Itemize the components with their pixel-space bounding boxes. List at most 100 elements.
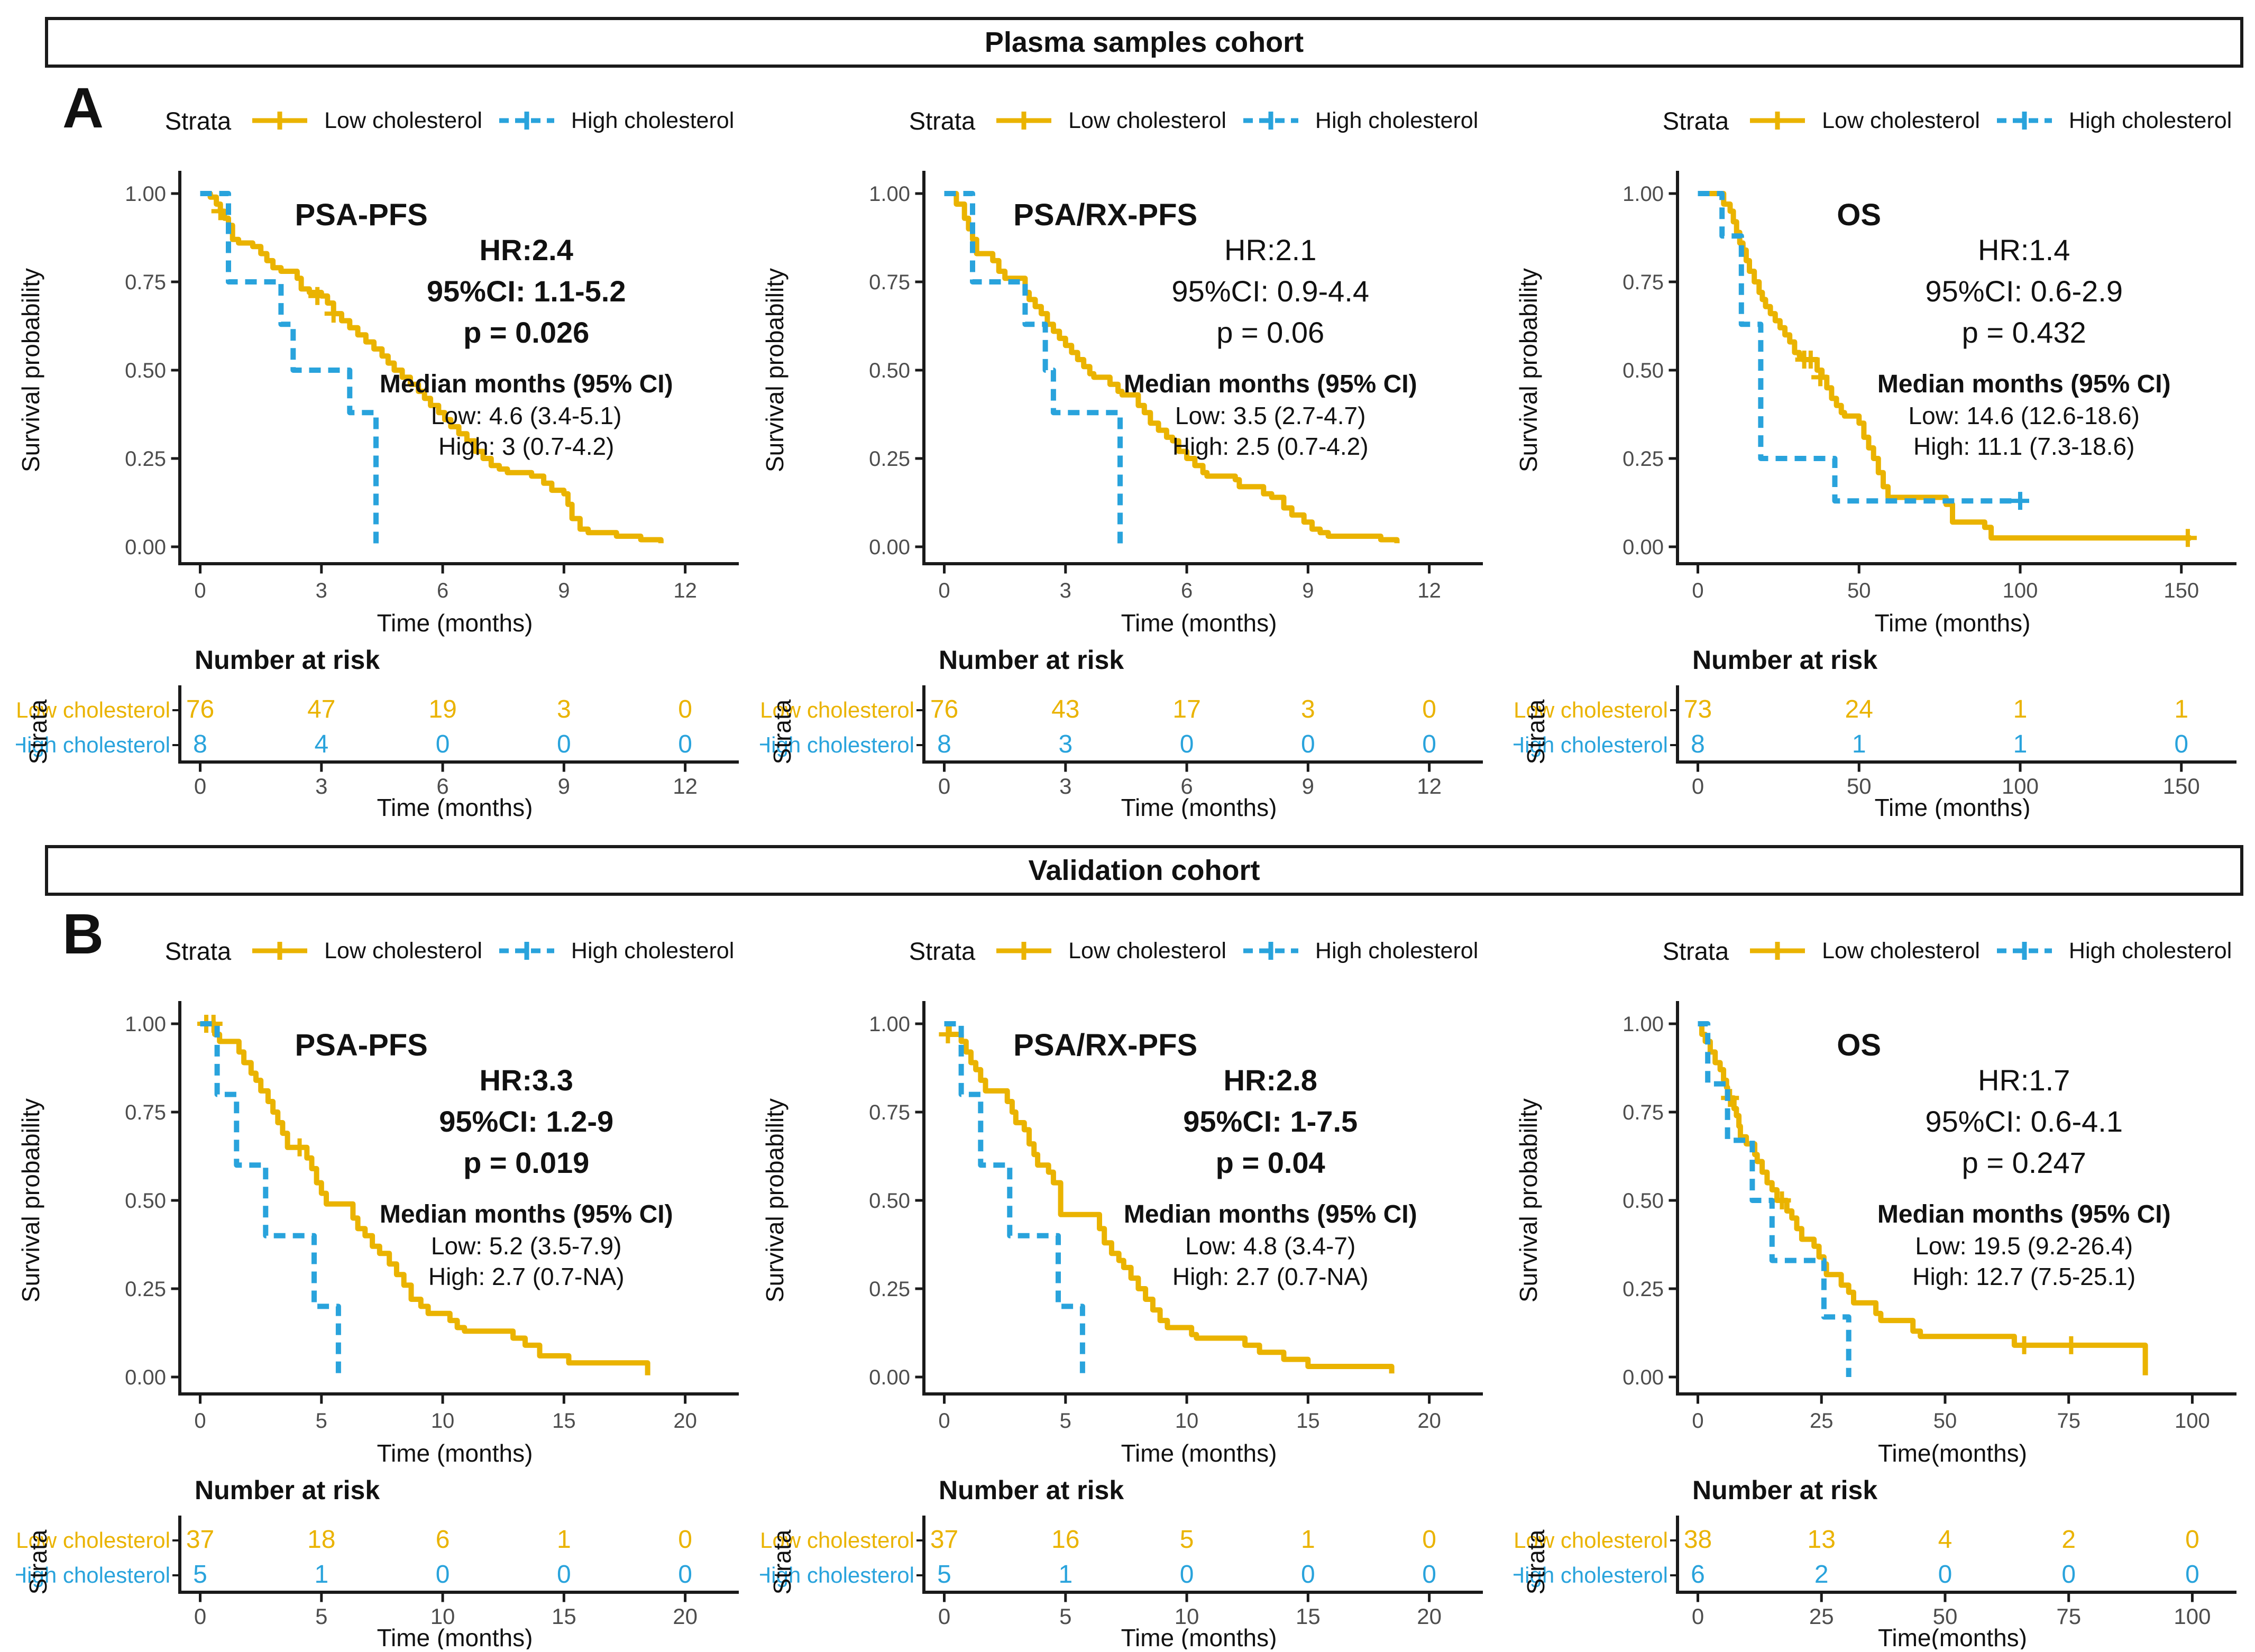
risk-x-tick-label: 10 bbox=[430, 1604, 455, 1629]
censor-mark bbox=[2011, 492, 2029, 510]
plot-title: PSA/RX-PFS bbox=[1013, 1028, 1197, 1062]
y-tick-label: 0.75 bbox=[1622, 271, 1664, 294]
risk-x-tick-label: 0 bbox=[938, 1604, 950, 1629]
risk-x-axis-title: Time(months) bbox=[1878, 1624, 2027, 1649]
risk-x-tick-label: 3 bbox=[315, 774, 327, 799]
km-curve-low-cholesterol bbox=[200, 1021, 650, 1375]
risk-x-tick-label: 12 bbox=[1417, 774, 1442, 799]
legend-strata-label: Strata bbox=[909, 937, 976, 965]
risk-table-svg: Number at risk Low cholesterol 76 43 17 3 0 Hig… bbox=[755, 645, 1483, 821]
risk-count: 3 bbox=[557, 695, 571, 723]
risk-count: 1 bbox=[1301, 1526, 1315, 1554]
risk-table-title: Number at risk bbox=[1692, 1475, 1877, 1505]
risk-strata-axis-label: Strata bbox=[768, 1529, 796, 1594]
median-header: Median months (95% CI) bbox=[1877, 1200, 2171, 1228]
stat-line: 95%CI: 0.6-4.1 bbox=[1925, 1105, 2123, 1138]
risk-count: 0 bbox=[1422, 695, 1436, 723]
stat-line: HR:2.4 bbox=[480, 233, 573, 267]
y-tick-label: 0.75 bbox=[869, 1101, 910, 1124]
risk-x-tick-label: 12 bbox=[673, 774, 698, 799]
plot-column-b3: Strata Low cholesterol High cholesterol 1.… bbox=[1509, 926, 2249, 1651]
km-curve-high-cholesterol bbox=[1698, 1021, 1851, 1377]
median-line: High: 12.7 (7.5-25.1) bbox=[1912, 1263, 2135, 1290]
risk-x-tick-label: 15 bbox=[552, 1604, 576, 1629]
y-tick-label: 0.50 bbox=[125, 1189, 166, 1213]
x-tick-label: 150 bbox=[2164, 579, 2199, 602]
risk-count: 1 bbox=[1058, 1561, 1072, 1589]
stat-line: HR:2.1 bbox=[1224, 233, 1316, 267]
risk-count: 37 bbox=[186, 1526, 214, 1554]
y-axis-title: Survival probability bbox=[1515, 268, 1542, 472]
risk-row-label: High cholesterol bbox=[1514, 732, 1668, 757]
median-line: Low: 3.5 (2.7-4.7) bbox=[1175, 402, 1366, 429]
risk-count: 8 bbox=[937, 730, 951, 758]
risk-table-psarx-pfs-a: Number at risk Low cholesterol 76 43 17 3 0 Hig… bbox=[755, 645, 1495, 821]
legend-key-high-cholesterol bbox=[1996, 942, 2052, 960]
risk-row-label: Low cholesterol bbox=[1514, 697, 1668, 722]
legend-key-low-cholesterol bbox=[996, 942, 1052, 960]
stat-line: p = 0.432 bbox=[1962, 316, 2086, 349]
km-plot-svg: 1.00 0.75 0.50 0.25 0.00 0 3 6 9 12 Time (months) S… bbox=[761, 171, 1483, 637]
legend-low-cholesterol-label: Low cholesterol bbox=[1822, 938, 1980, 963]
risk-count: 1 bbox=[1852, 730, 1866, 758]
risk-count: 0 bbox=[557, 1561, 571, 1589]
risk-x-tick-label: 0 bbox=[194, 1604, 206, 1629]
risk-count: 0 bbox=[678, 695, 692, 723]
x-tick-label: 9 bbox=[558, 579, 570, 602]
strata-legend: Strata Low cholesterol High cholesterol bbox=[16, 96, 751, 145]
x-tick-label: 0 bbox=[1692, 1409, 1703, 1433]
risk-count: 3 bbox=[1301, 695, 1315, 723]
risk-table-title: Number at risk bbox=[195, 645, 380, 675]
y-axis-title: Survival probability bbox=[1515, 1098, 1542, 1302]
risk-x-tick-label: 5 bbox=[315, 1604, 327, 1629]
stat-line: p = 0.247 bbox=[1962, 1146, 2086, 1179]
x-tick-label: 9 bbox=[1302, 579, 1314, 602]
risk-row-label: High cholesterol bbox=[16, 1563, 170, 1587]
x-tick-label: 0 bbox=[1692, 579, 1703, 602]
risk-count: 5 bbox=[1180, 1526, 1194, 1554]
panel-a-label: A bbox=[62, 76, 104, 140]
x-tick-label: 20 bbox=[673, 1409, 697, 1433]
legend-key-high-cholesterol bbox=[499, 942, 554, 960]
risk-count: 76 bbox=[186, 695, 214, 723]
risk-count: 19 bbox=[428, 695, 456, 723]
y-tick-label: 0.25 bbox=[125, 1278, 166, 1301]
median-line: Low: 14.6 (12.6-18.6) bbox=[1909, 402, 2140, 429]
median-header: Median months (95% CI) bbox=[380, 370, 673, 398]
x-axis-title: Time(months) bbox=[1878, 1439, 2027, 1467]
risk-table-os-a: Number at risk Low cholesterol 73 24 1 1 High … bbox=[1509, 645, 2249, 821]
x-tick-label: 50 bbox=[1933, 1409, 1957, 1433]
median-line: Low: 19.5 (9.2-26.4) bbox=[1915, 1232, 2133, 1260]
plot-column-a3: Strata Low cholesterol High cholesterol 1.… bbox=[1509, 96, 2249, 821]
plot-title: PSA-PFS bbox=[295, 198, 428, 232]
median-line: Low: 4.8 (3.4-7) bbox=[1185, 1232, 1355, 1260]
risk-count: 1 bbox=[2013, 730, 2028, 758]
km-curve-high-cholesterol bbox=[1698, 191, 2020, 504]
y-tick-label: 0.50 bbox=[125, 359, 166, 382]
plot-column-a1: Strata Low cholesterol High cholesterol 1.… bbox=[11, 96, 751, 821]
x-tick-label: 100 bbox=[2003, 579, 2038, 602]
risk-x-tick-label: 6 bbox=[1180, 774, 1193, 799]
stat-line: p = 0.019 bbox=[463, 1146, 589, 1179]
stat-line: 95%CI: 1.2-9 bbox=[439, 1105, 613, 1138]
risk-count: 0 bbox=[678, 1561, 692, 1589]
risk-count: 0 bbox=[2061, 1561, 2076, 1589]
banner-plasma-cohort-text: Plasma samples cohort bbox=[984, 26, 1304, 58]
risk-x-axis-title: Time (months) bbox=[1121, 1624, 1277, 1649]
y-tick-label: 0.00 bbox=[869, 536, 910, 559]
risk-count: 8 bbox=[193, 730, 207, 758]
y-tick-label: 0.00 bbox=[1622, 1366, 1664, 1389]
x-tick-label: 5 bbox=[316, 1409, 327, 1433]
y-tick-label: 0.50 bbox=[1622, 359, 1664, 382]
risk-count: 17 bbox=[1172, 695, 1200, 723]
risk-count: 0 bbox=[1180, 1561, 1194, 1589]
risk-count: 1 bbox=[314, 1561, 328, 1589]
y-tick-label: 0.25 bbox=[1622, 1278, 1664, 1301]
risk-strata-axis-label: Strata bbox=[768, 699, 796, 764]
legend-high-cholesterol-label: High cholesterol bbox=[571, 107, 735, 133]
y-tick-label: 1.00 bbox=[869, 182, 910, 206]
km-chart-os-b: 1.00 0.75 0.50 0.25 0.00 0 25 50 75 100 Time(month… bbox=[1514, 975, 2249, 1475]
plot-title: OS bbox=[1837, 1028, 1881, 1062]
y-tick-label: 0.25 bbox=[1622, 447, 1664, 471]
y-tick-label: 0.00 bbox=[125, 536, 166, 559]
